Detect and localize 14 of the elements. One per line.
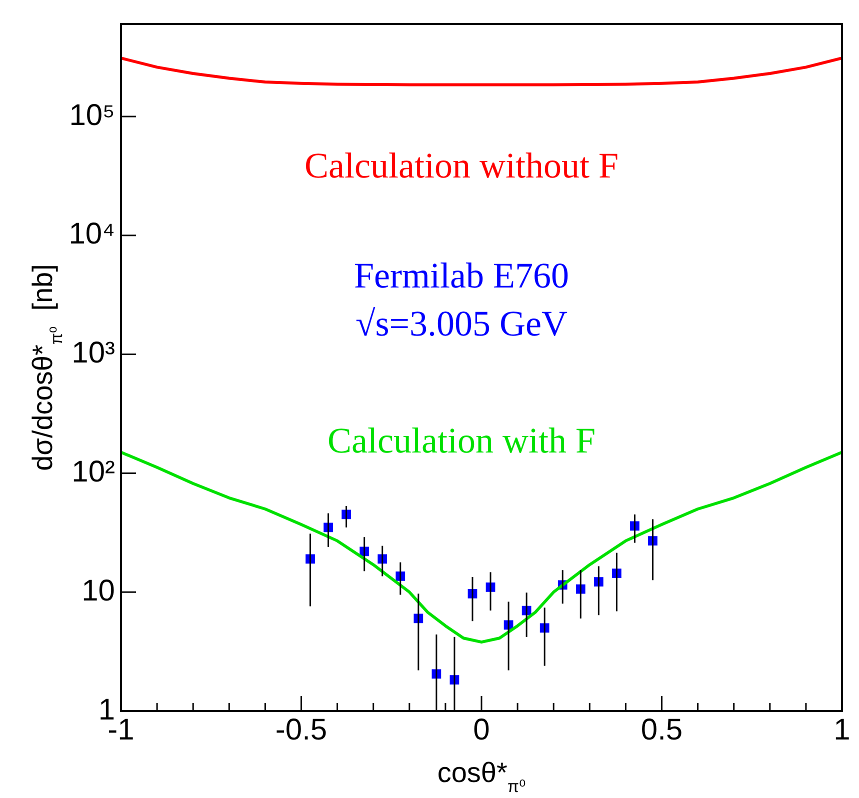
x-tick-label: 0	[473, 713, 490, 746]
y-tick-label: 10⁴	[68, 218, 115, 251]
x-tick-label: 0.5	[640, 713, 683, 746]
series-label: Calculation with F	[328, 420, 596, 461]
y-tick-label: 10	[82, 574, 115, 608]
text: Fermilab E760	[354, 256, 569, 296]
y-axis-title: dσ/dcosθ*π⁰ [nb]	[27, 264, 66, 471]
y-tick-label: 10²	[72, 455, 116, 488]
annotation: √s=3.005 GeV	[355, 304, 568, 344]
y-tick-label: 10⁵	[69, 98, 115, 132]
x-tick-label: -0.5	[275, 713, 328, 746]
y-tick-label: 10³	[72, 336, 116, 370]
series-label: Calculation without F	[304, 146, 618, 186]
x-tick-label: 1	[834, 713, 850, 746]
